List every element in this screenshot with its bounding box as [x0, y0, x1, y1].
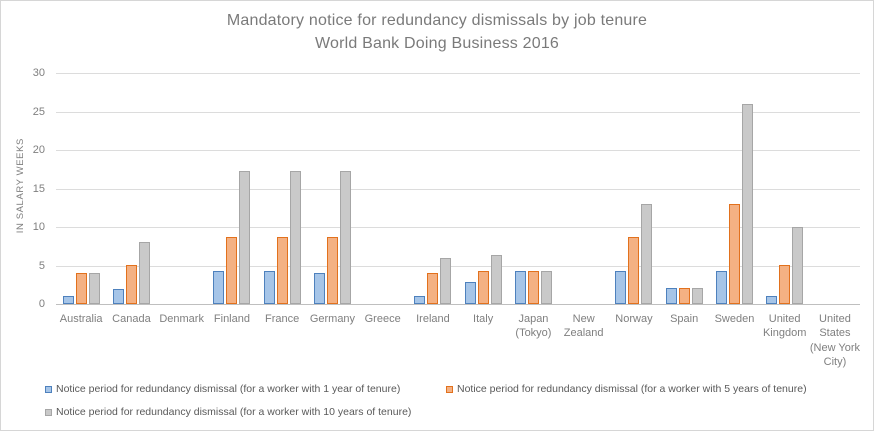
bar	[276, 237, 288, 304]
x-axis-label: Australia	[59, 313, 103, 325]
x-axis-label: Japan (Tokyo)	[515, 313, 552, 340]
bar	[615, 271, 627, 304]
bar	[665, 288, 677, 304]
bar	[263, 271, 275, 304]
bar	[741, 104, 753, 304]
bar	[628, 237, 640, 304]
bar	[112, 289, 124, 304]
gridline	[56, 266, 860, 267]
bar	[213, 271, 225, 304]
y-tick-label: 15	[32, 183, 45, 195]
bar	[540, 271, 552, 304]
legend-swatch-icon	[45, 408, 52, 416]
bar	[414, 296, 426, 304]
y-tick-label: 20	[32, 144, 45, 156]
gridline	[56, 227, 860, 228]
bar	[226, 237, 238, 304]
legend-item: Notice period for redundancy dismissal (…	[446, 383, 807, 395]
x-axis-label: France	[265, 313, 300, 325]
bar	[125, 265, 137, 304]
bar	[75, 273, 87, 304]
bar	[792, 227, 804, 304]
y-tick-label: 25	[32, 106, 45, 118]
x-axis-label: Norway	[615, 313, 653, 325]
bar	[514, 271, 526, 304]
bar	[477, 271, 489, 304]
x-axis-label: Italy	[473, 313, 494, 325]
legend-label: Notice period for redundancy dismissal (…	[457, 383, 807, 395]
y-tick-label: 10	[32, 221, 45, 233]
bar	[339, 171, 351, 304]
x-axis-line	[56, 304, 860, 305]
bar	[88, 273, 100, 304]
gridline	[56, 189, 860, 190]
x-axis-label: Finland	[213, 313, 250, 325]
legend-item: Notice period for redundancy dismissal (…	[45, 406, 411, 418]
x-axis-label: Germany	[309, 313, 356, 325]
x-axis-label: Canada	[112, 313, 151, 325]
x-axis-label: United States (New York City)	[809, 313, 861, 368]
bar	[641, 204, 653, 304]
bar	[766, 296, 778, 304]
bar	[490, 255, 502, 304]
legend-label: Notice period for redundancy dismissal (…	[56, 383, 401, 395]
x-axis-label: Sweden	[714, 313, 755, 325]
x-axis-label: New Zealand	[563, 313, 604, 340]
x-axis-label: Denmark	[159, 313, 204, 325]
bar	[691, 288, 703, 304]
chart-subtitle: World Bank Doing Business 2016	[314, 35, 560, 52]
bar	[239, 171, 251, 304]
x-axis-label: Spain	[670, 313, 699, 325]
bar	[527, 271, 539, 304]
legend-label: Notice period for redundancy dismissal (…	[56, 406, 412, 418]
y-tick-label: 0	[38, 298, 45, 310]
legend-swatch-icon	[446, 385, 453, 393]
legend-swatch-icon	[45, 385, 52, 393]
y-tick-label: 30	[32, 67, 45, 79]
bar	[715, 271, 727, 304]
x-axis-label: United Kingdom	[762, 313, 807, 340]
legend-item: Notice period for redundancy dismissal (…	[45, 383, 400, 395]
bar	[464, 282, 476, 304]
bar	[289, 171, 301, 304]
bar	[138, 242, 150, 304]
bar	[728, 204, 740, 304]
bar	[440, 258, 452, 304]
bar	[62, 296, 74, 304]
chart-title: Mandatory notice for redundancy dismissa…	[226, 12, 648, 29]
gridline	[56, 73, 860, 74]
bar	[326, 237, 338, 304]
gridline	[56, 150, 860, 151]
x-axis-label: Ireland	[416, 313, 450, 325]
gridline	[56, 112, 860, 113]
y-tick-label: 5	[38, 260, 45, 272]
x-axis-label: Greece	[364, 313, 401, 325]
bar	[678, 288, 690, 304]
bar	[427, 273, 439, 304]
bar	[313, 273, 325, 304]
bar	[779, 265, 791, 304]
